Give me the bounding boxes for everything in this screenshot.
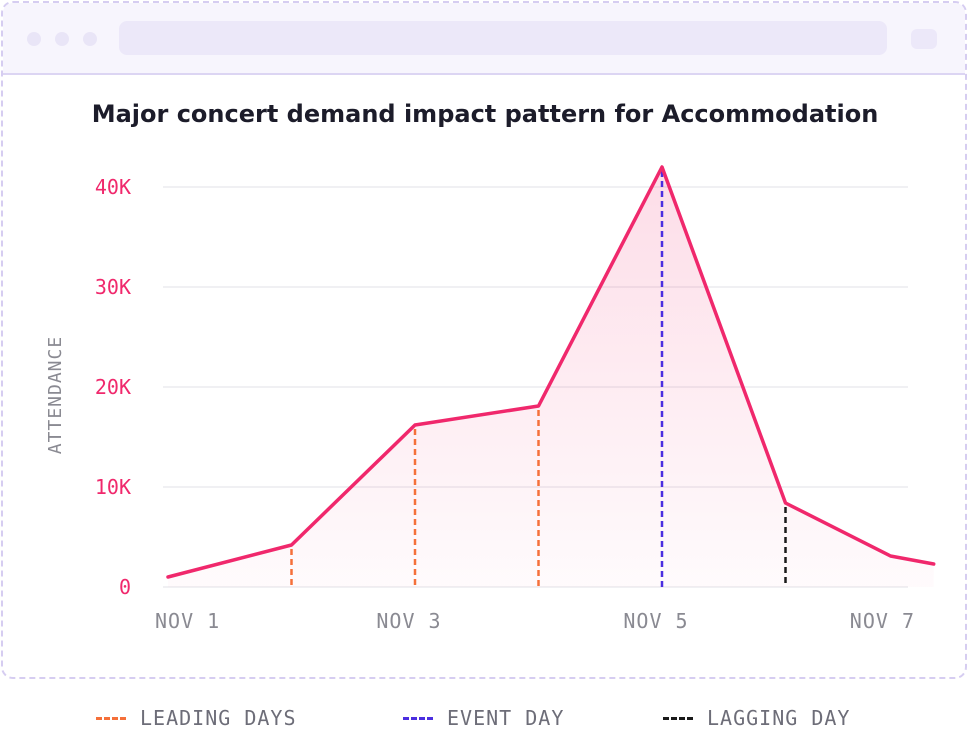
legend-swatch-event <box>403 716 433 720</box>
legend-item-event: EVENT DAY <box>403 706 564 730</box>
y-tick-labels: 0 10K 20K 30K 40K <box>95 175 131 599</box>
legend-label-event: EVENT DAY <box>447 706 565 730</box>
x-tick-label-2: NOV 5 <box>623 609 688 633</box>
day-markers <box>290 171 787 587</box>
attendance-area <box>168 167 934 587</box>
y-tick-label-3: 30K <box>95 275 131 299</box>
attendance-line <box>166 165 936 579</box>
window-menu-button[interactable] <box>911 29 937 49</box>
y-tick-label-2: 20K <box>95 375 131 399</box>
y-axis-label: ATTENDANCE <box>45 336 66 454</box>
legend-swatch-leading <box>96 716 126 720</box>
x-tick-label-0: NOV 1 <box>155 609 220 633</box>
chart-legend: LEADING DAYS EVENT DAY LAGGING DAY <box>0 706 970 734</box>
legend-swatch-lagging <box>663 716 693 720</box>
line-chart: 0 10K 20K 30K 40K NOV 1 NOV 3 NOV 5 NOV 7 ATTEN… <box>45 165 936 633</box>
y-tick-label-0: 0 <box>119 575 131 599</box>
legend-item-lagging: LAGGING DAY <box>663 706 850 730</box>
legend-label-leading: LEADING DAYS <box>140 706 297 730</box>
y-tick-label-4: 40K <box>95 175 131 199</box>
legend-item-leading: LEADING DAYS <box>96 706 297 730</box>
address-bar[interactable] <box>119 21 887 55</box>
window-maximize-dot[interactable] <box>83 32 97 46</box>
window-minimize-dot[interactable] <box>55 32 69 46</box>
chart-title: Major concert demand impact pattern for … <box>91 100 879 128</box>
window-close-dot[interactable] <box>27 32 41 46</box>
x-tick-label-1: NOV 3 <box>376 609 441 633</box>
attendance-series-line <box>166 165 936 579</box>
x-tick-labels: NOV 1 NOV 3 NOV 5 NOV 7 <box>155 609 915 633</box>
legend-label-lagging: LAGGING DAY <box>707 706 851 730</box>
x-tick-label-3: NOV 7 <box>850 609 915 633</box>
window-titlebar <box>3 3 965 75</box>
y-tick-label-1: 10K <box>95 475 131 499</box>
area-fill <box>168 167 934 587</box>
